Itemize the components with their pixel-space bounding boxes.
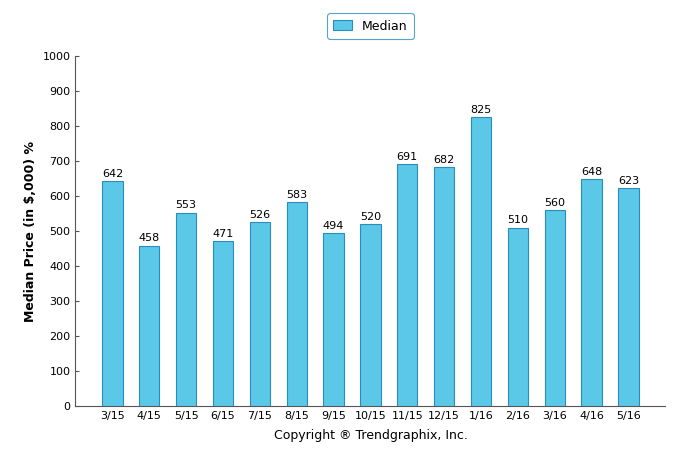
Bar: [287, 202, 307, 406]
Text: 682: 682: [434, 155, 455, 165]
Text: 560: 560: [544, 198, 565, 208]
Text: 825: 825: [471, 105, 492, 115]
Bar: [102, 181, 123, 406]
X-axis label: Copyright ® Trendgraphix, Inc.: Copyright ® Trendgraphix, Inc.: [274, 430, 467, 443]
Bar: [360, 224, 381, 406]
Bar: [176, 212, 196, 406]
Bar: [545, 210, 565, 406]
Legend: Median: Median: [327, 13, 414, 39]
Text: 520: 520: [360, 212, 381, 222]
Bar: [250, 222, 270, 406]
Bar: [323, 233, 344, 406]
Text: 494: 494: [323, 221, 344, 231]
Text: 510: 510: [508, 215, 528, 225]
Bar: [508, 227, 528, 406]
Bar: [213, 241, 233, 406]
Text: 471: 471: [213, 229, 234, 239]
Bar: [434, 168, 454, 406]
Text: 642: 642: [102, 169, 123, 179]
Text: 553: 553: [176, 200, 197, 210]
Text: 623: 623: [618, 176, 639, 185]
Text: 583: 583: [286, 190, 307, 199]
Text: 526: 526: [249, 210, 270, 219]
Bar: [582, 179, 602, 406]
Bar: [397, 164, 418, 406]
Text: 458: 458: [139, 234, 160, 243]
Bar: [618, 188, 639, 406]
Text: 691: 691: [397, 152, 418, 162]
Bar: [471, 117, 491, 406]
Text: 648: 648: [581, 167, 602, 177]
Y-axis label: Median Price (in $,000) %: Median Price (in $,000) %: [24, 141, 37, 322]
Bar: [139, 246, 159, 406]
